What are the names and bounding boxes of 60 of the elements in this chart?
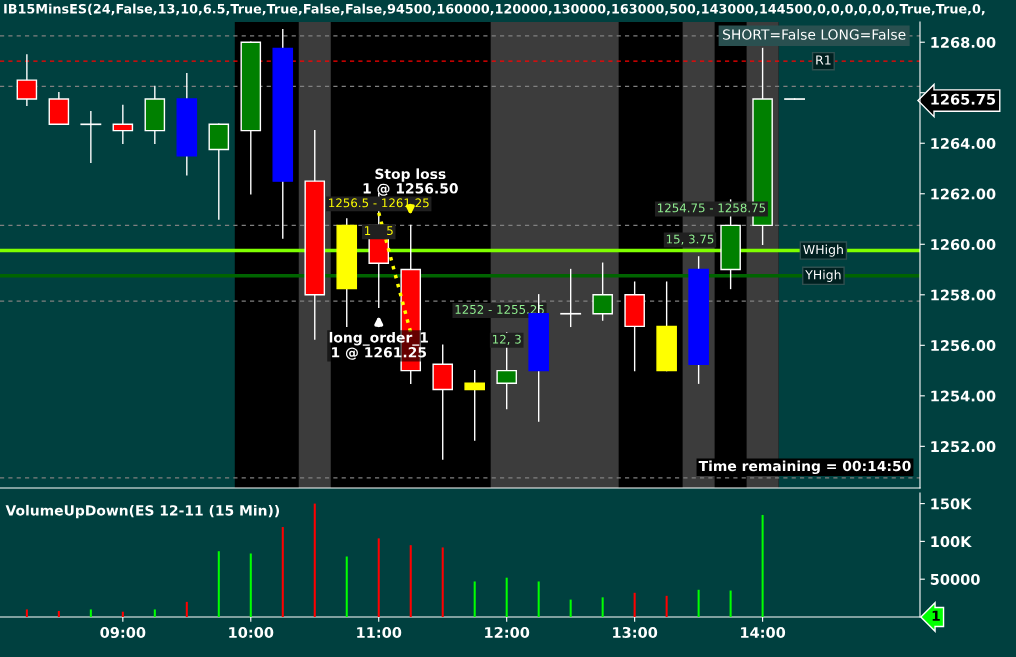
bar — [569, 599, 572, 617]
bar — [665, 595, 668, 617]
x-tick-label: 12:00 — [485, 626, 530, 638]
bar — [249, 553, 252, 617]
x-tick-label: 10:00 — [229, 626, 274, 638]
annotation: 1254.75 - 1258.75 — [658, 203, 766, 213]
annotation: 1 5 — [365, 226, 393, 236]
y-tick-label: 100K — [931, 536, 972, 548]
candlestick — [464, 369, 486, 441]
y-tick-label: 1254.00 — [931, 390, 996, 402]
x-tick-label: 14:00 — [741, 626, 786, 638]
bar — [281, 527, 284, 617]
y-tick-label: 1256.00 — [931, 340, 996, 352]
ref-line-label: YHigh — [805, 269, 841, 282]
candlestick — [560, 268, 582, 328]
candlestick — [592, 262, 613, 321]
bar — [121, 611, 124, 617]
annotation: SHORT=False LONG=False — [723, 29, 906, 40]
bar — [217, 551, 220, 617]
ref-line-label: R1 — [816, 55, 831, 65]
y-tick-label: 1268.00 — [931, 36, 996, 48]
x-tick-label: 09:00 — [100, 626, 146, 638]
bar — [25, 609, 28, 617]
bar — [153, 609, 156, 617]
bar — [761, 514, 764, 617]
bar — [537, 581, 540, 617]
annotation: 12, 3 — [492, 334, 521, 345]
y-tick-label: 1252.00 — [931, 441, 996, 453]
bar — [697, 589, 700, 617]
annotation: 15, 3.75 — [666, 234, 714, 245]
bar — [345, 556, 348, 617]
y-tick-label: 1264.00 — [931, 137, 996, 149]
bar — [57, 610, 60, 617]
annotation: long_order_1 1 @ 1261.25 — [329, 331, 428, 360]
bar — [473, 581, 476, 617]
x-tick-label: 13:00 — [613, 626, 658, 638]
bar — [441, 547, 444, 617]
candlestick — [80, 110, 102, 163]
bar — [633, 592, 636, 617]
bar — [505, 577, 508, 617]
text: 1 — [932, 610, 940, 621]
annotation: Stop loss 1 @ 1256.50 — [363, 168, 458, 196]
y-tick-label: 150K — [931, 498, 972, 510]
text: VolumeUpDown(ES 12-11 (15 Min)) — [5, 504, 280, 519]
ref-line-label: WHigh — [803, 244, 843, 257]
annotation: Time remaining = 00:14:50 — [698, 460, 911, 475]
y-tick-label: 1265.75 — [931, 93, 996, 105]
y-tick-label: 1260.00 — [931, 239, 996, 251]
bar — [313, 503, 316, 617]
chart-title: IB15MinsES(24,False,13,10,6.5,True,True,False,False,94500,160000,120000,130000,163000,500,143000,144500,0,0,0,0,0,0,True,True,0, — [4, 3, 985, 16]
y-tick-label: 1258.00 — [931, 289, 996, 301]
x-tick-label: 11:00 — [357, 626, 402, 638]
bar — [601, 597, 604, 617]
y-tick-label: 1262.00 — [931, 188, 996, 200]
bar — [729, 590, 732, 617]
bar — [185, 601, 188, 617]
bar — [89, 609, 92, 617]
bar — [409, 545, 412, 617]
bar — [377, 538, 380, 617]
y-tick-label: 50000 — [930, 573, 980, 585]
